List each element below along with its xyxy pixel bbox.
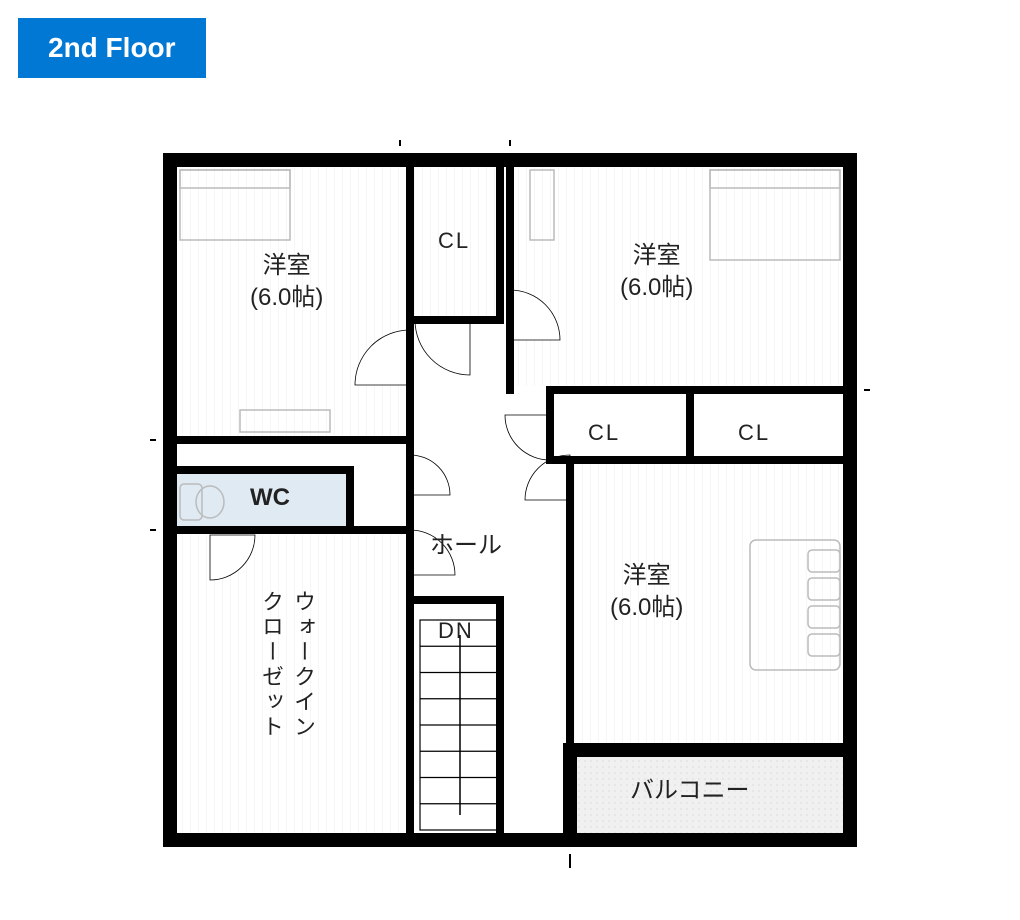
label-wic: ウォークイン クローゼット [255, 590, 319, 800]
floor-badge: 2nd Floor [18, 18, 206, 78]
floor-plan: 洋室 (6.0帖) 洋室 (6.0帖) 洋室 (6.0帖) ホール WC ウォー… [150, 140, 870, 880]
label-cl-2: CL [588, 420, 620, 446]
label-wc: WC [250, 482, 290, 514]
label-room-nw: 洋室 (6.0帖) [250, 250, 323, 315]
label-cl-1: CL [438, 228, 470, 254]
label-hall: ホール [430, 530, 502, 562]
label-cl-3: CL [738, 420, 770, 446]
label-balcony: バルコニー [630, 775, 750, 807]
label-room-ne: 洋室 (6.0帖) [620, 240, 693, 305]
label-dn: DN [438, 618, 474, 644]
label-room-se: 洋室 (6.0帖) [610, 560, 683, 625]
